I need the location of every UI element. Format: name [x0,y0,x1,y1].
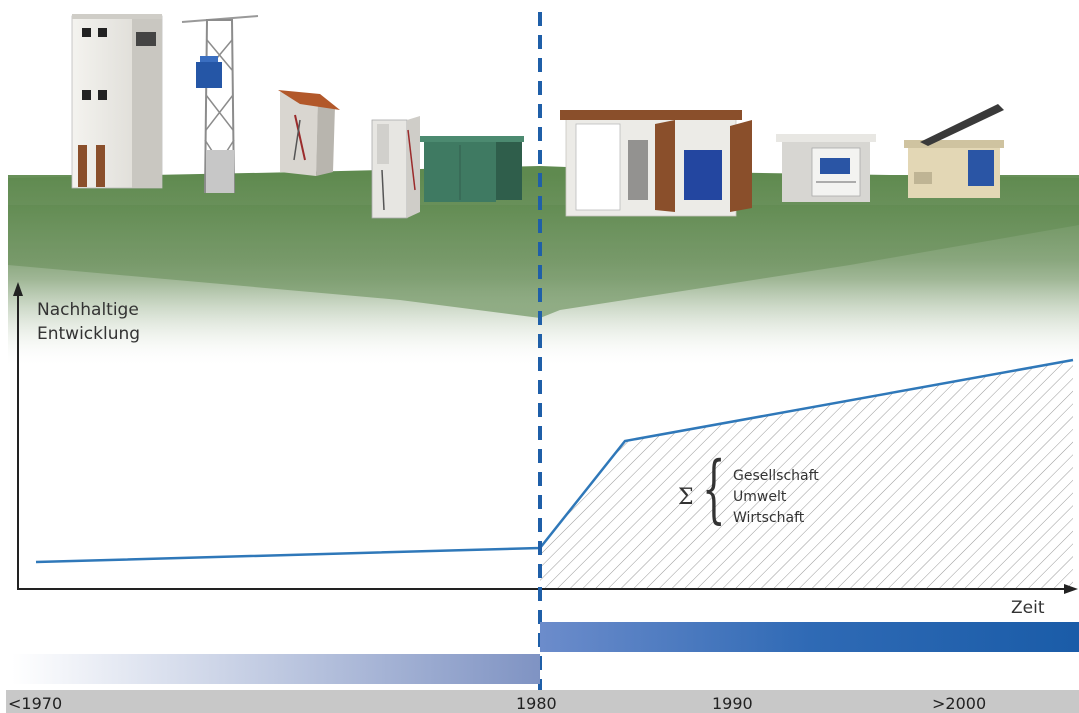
green-kiosk-icon [420,136,524,202]
y-axis [13,282,23,590]
era-bar-after-1980 [540,622,1079,652]
tower-substation-icon [71,14,163,189]
factor-item: Gesellschaft [733,468,819,484]
ground-plane [8,166,1079,370]
x-axis-label: Zeit [1011,598,1045,618]
development-curve [35,358,1074,564]
hatched-sum-area [540,360,1073,588]
factor-item: Umwelt [733,489,787,505]
timeline-tick: 1990 [712,694,753,713]
y-axis-label-line1: Nachhaltige [37,300,139,320]
curly-brace-icon: { [702,446,726,532]
pole-transformer-icon [181,15,259,193]
factor-item: Wirtschaft [733,510,805,526]
modern-compact-station-icon [776,134,876,202]
switchgear-cabinet-icon [371,116,420,219]
open-roof-station-icon [904,104,1004,198]
factor-list: Gesellschaft Umwelt Wirtschaft [733,466,819,529]
wall-cabinet-icon [278,90,340,176]
x-axis [18,584,1078,594]
timeline-bar [6,690,1079,713]
y-axis-label: Nachhaltige Entwicklung [37,298,140,346]
compact-substation-icon [560,110,752,217]
sum-symbol: Σ [678,485,694,510]
y-axis-label-line2: Entwicklung [37,324,141,344]
timeline-tick: <1970 [8,694,63,713]
timeline-tick: 1980 [516,694,557,713]
timeline-tick: >2000 [932,694,987,713]
era-bar-before-1980 [12,654,540,684]
